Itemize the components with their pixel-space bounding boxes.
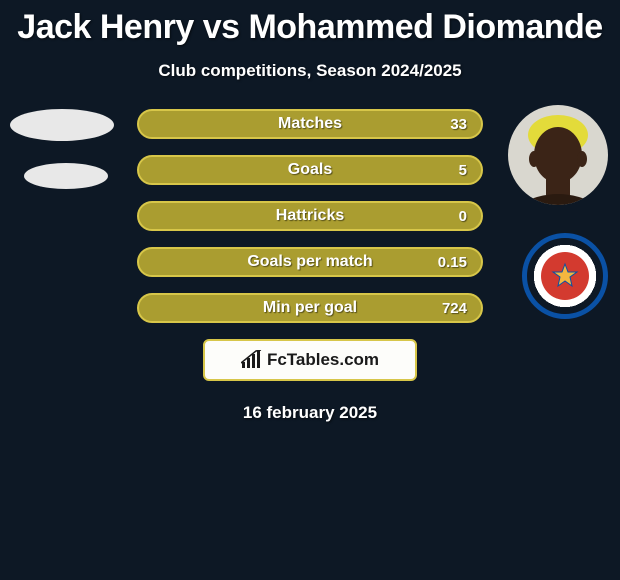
brand-box[interactable]: FcTables.com	[203, 339, 417, 381]
snapshot-date: 16 february 2025	[0, 403, 620, 423]
stat-value-right: 33	[450, 116, 467, 133]
stat-row: Min per goal 724	[137, 293, 483, 323]
right-player-avatar	[508, 105, 608, 205]
stat-row: Hattricks 0	[137, 201, 483, 231]
right-club-badge	[522, 233, 608, 319]
stat-value-right: 0	[459, 208, 467, 225]
stat-label: Goals per match	[247, 253, 372, 271]
right-player-column	[508, 105, 608, 319]
comparison-region: Matches 33 Goals 5 Hattricks 0 Goals per…	[0, 109, 620, 423]
page-subtitle: Club competitions, Season 2024/2025	[0, 61, 620, 81]
stat-row: Goals 5	[137, 155, 483, 185]
stat-row: Goals per match 0.15	[137, 247, 483, 277]
stat-bars: Matches 33 Goals 5 Hattricks 0 Goals per…	[137, 109, 483, 323]
stat-label: Matches	[278, 115, 342, 133]
left-player-placeholder	[10, 109, 114, 141]
stat-label: Hattricks	[276, 207, 344, 225]
bar-chart-icon	[241, 350, 263, 370]
stat-value-right: 724	[442, 300, 467, 317]
stat-row: Matches 33	[137, 109, 483, 139]
page-title: Jack Henry vs Mohammed Diomande	[0, 0, 620, 47]
brand-label: FcTables.com	[267, 350, 379, 370]
left-club-placeholder	[24, 163, 108, 189]
stat-value-right: 5	[459, 162, 467, 179]
stat-label: Goals	[288, 161, 332, 179]
stat-value-right: 0.15	[438, 254, 467, 271]
stat-label: Min per goal	[263, 299, 357, 317]
left-player-column	[10, 109, 114, 211]
club-crest-icon	[541, 252, 589, 300]
